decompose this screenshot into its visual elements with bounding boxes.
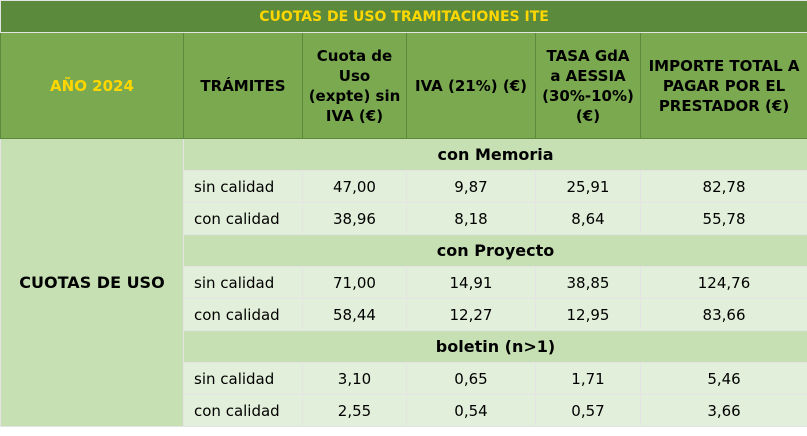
amount-cell: 5,46 [639,362,807,395]
tramite-cell: con calidad [183,394,303,427]
amount-cell: 124,76 [639,266,807,299]
amount-cell: 0,54 [406,394,536,427]
data-row: sin calidad 71,00 14,91 38,85 124,76 [1,266,807,299]
section-row: boletin (n>1) [1,330,807,363]
amount-cell: 82,78 [639,170,807,203]
tramite-cell: sin calidad [183,362,303,395]
tramite-cell: con calidad [183,298,303,331]
tramite-cell: sin calidad [183,170,303,203]
amount-cell: 12,27 [406,298,536,331]
table-title: CUOTAS DE USO TRAMITACIONES ITE [0,0,807,33]
data-row: con calidad 2,55 0,54 0,57 3,66 [1,394,807,427]
amount-cell: 55,78 [639,202,807,235]
amount-cell: 0,65 [406,362,536,395]
row-group-label: CUOTAS DE USO [0,138,184,427]
section-row: con Proyecto [1,234,807,267]
column-header: Cuota de Uso (expte) sin IVA (€) [302,32,407,139]
section-title: con Memoria [182,138,807,171]
data-row: con calidad 58,44 12,27 12,95 83,66 [1,298,807,331]
data-row: con calidad 38,96 8,18 8,64 55,78 [1,202,807,235]
tramite-cell: con calidad [183,202,303,235]
amount-cell: 3,66 [639,394,807,427]
amount-cell: 12,95 [535,298,641,331]
title-row: CUOTAS DE USO TRAMITACIONES ITE [0,0,807,33]
amount-cell: 71,00 [302,266,407,299]
amount-cell: 8,64 [535,202,641,235]
data-row: sin calidad 3,10 0,65 1,71 5,46 [1,362,807,395]
amount-cell: 1,71 [535,362,641,395]
amount-cell: 9,87 [406,170,536,203]
amount-cell: 0,57 [535,394,641,427]
column-header: IVA (21%) (€) [406,32,536,139]
section-title: boletin (n>1) [182,330,807,363]
amount-cell: 25,91 [535,170,641,203]
table-body: CUOTAS DE USO TRAMITACIONES ITE AÑO 2024… [0,0,807,427]
header-row: AÑO 2024 TRÁMITES Cuota de Uso (expte) sin… [0,32,807,139]
year-cell: AÑO 2024 [0,32,184,139]
tramite-cell: sin calidad [183,266,303,299]
amount-cell: 2,55 [302,394,407,427]
fee-table: CUOTAS DE USO TRAMITACIONES ITE AÑO 2024… [0,0,807,427]
amount-cell: 8,18 [406,202,536,235]
column-header: IMPORTE TOTAL A PAGAR POR EL PRESTADOR (… [639,32,807,139]
column-header: TRÁMITES [183,32,303,139]
amount-cell: 83,66 [639,298,807,331]
amount-cell: 58,44 [302,298,407,331]
amount-cell: 38,85 [535,266,641,299]
amount-cell: 38,96 [302,202,407,235]
amount-cell: 14,91 [406,266,536,299]
data-row: sin calidad 47,00 9,87 25,91 82,78 [1,170,807,203]
column-header: TASA GdA a AESSIA (30%-10%) (€) [535,32,641,139]
section-row: CUOTAS DE USO con Memoria [0,138,807,427]
section-title: con Proyecto [182,234,807,267]
amount-cell: 47,00 [302,170,407,203]
amount-cell: 3,10 [302,362,407,395]
